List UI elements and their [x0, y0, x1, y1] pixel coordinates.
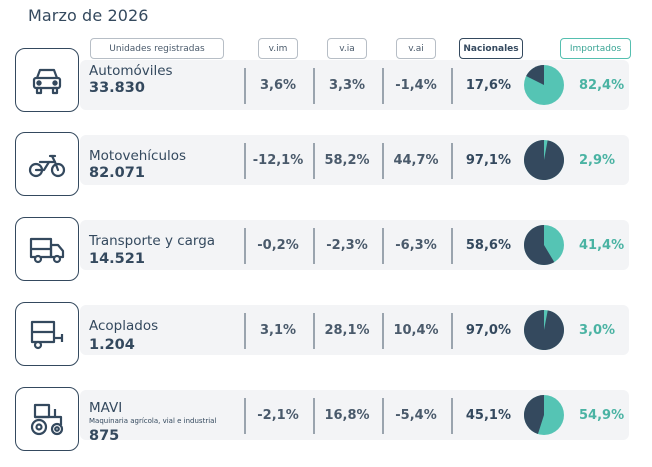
- value-importado: 2,9%: [579, 153, 616, 168]
- value-via: 3,3%: [328, 78, 366, 93]
- trailer-icon-box: [15, 302, 79, 366]
- column-separator: [313, 68, 315, 104]
- value-importado: 54,9%: [579, 408, 625, 423]
- value-importado: 41,4%: [579, 238, 625, 253]
- value-nacional: 97,0%: [465, 323, 511, 338]
- value-via: 28,1%: [324, 323, 370, 338]
- value-vai: -5,4%: [395, 408, 437, 423]
- units-value: 82.071: [89, 165, 145, 181]
- value-nacional: 17,6%: [465, 78, 511, 93]
- value-vai: 10,4%: [393, 323, 439, 338]
- value-vim: -12,1%: [252, 153, 304, 168]
- column-separator: [244, 228, 246, 264]
- pie-slice-nacional: [524, 225, 555, 265]
- car-icon: [32, 68, 62, 95]
- truck-icon-box: [15, 217, 79, 281]
- value-vai: 44,7%: [393, 153, 439, 168]
- value-nacional: 97,1%: [465, 153, 511, 168]
- pie-slice-nacional: [526, 65, 544, 85]
- value-importado: 82,4%: [579, 78, 625, 93]
- category-subtitle: Maquinaria agrícola, vial e industrial: [89, 417, 217, 425]
- pie-slice-nacional: [524, 310, 564, 350]
- column-separator: [382, 313, 384, 349]
- column-separator: [382, 143, 384, 179]
- column-separator: [382, 228, 384, 264]
- column-separator: [382, 398, 384, 434]
- units-value: 875: [89, 428, 120, 444]
- tractor-icon: [30, 403, 64, 436]
- value-via: 16,8%: [324, 408, 370, 423]
- header-nacionales: Nacionales: [459, 38, 523, 59]
- column-separator: [451, 228, 453, 264]
- value-vim: -2,1%: [257, 408, 299, 423]
- header-vim: v.im: [258, 38, 298, 59]
- value-via: 58,2%: [324, 153, 370, 168]
- header-units: Unidades registradas: [90, 38, 224, 59]
- column-separator: [313, 313, 315, 349]
- category-label: Transporte y carga: [89, 233, 216, 249]
- column-separator: [313, 398, 315, 434]
- page-title: Marzo de 2026: [28, 6, 149, 25]
- category-label: MAVI: [89, 400, 123, 416]
- share-pie-chart: [524, 140, 564, 180]
- units-value: 1.204: [89, 337, 135, 353]
- share-pie-chart: [524, 65, 564, 105]
- category-label: Motovehículos: [89, 148, 187, 164]
- column-separator: [451, 143, 453, 179]
- value-vim: 3,1%: [259, 323, 297, 338]
- share-pie-chart: [524, 225, 564, 265]
- header-via: v.ia: [327, 38, 367, 59]
- pie-slice-nacional: [524, 140, 564, 180]
- share-pie-chart: [524, 310, 564, 350]
- tractor-icon-box: [15, 387, 79, 451]
- value-nacional: 45,1%: [465, 408, 511, 423]
- share-pie-chart: [524, 395, 564, 435]
- motorcycle-icon-box: [15, 132, 79, 196]
- units-value: 14.521: [89, 251, 145, 267]
- column-separator: [244, 313, 246, 349]
- column-separator: [382, 68, 384, 104]
- column-separator: [451, 398, 453, 434]
- motorcycle-icon: [28, 154, 66, 178]
- value-vai: -6,3%: [395, 238, 437, 253]
- column-separator: [244, 68, 246, 104]
- column-separator: [313, 228, 315, 264]
- value-via: -2,3%: [326, 238, 368, 253]
- category-label: Acoplados: [89, 318, 159, 334]
- column-separator: [244, 398, 246, 434]
- column-separator: [313, 143, 315, 179]
- car-icon-box: [15, 48, 79, 112]
- value-vim: -0,2%: [257, 238, 299, 253]
- header-importados: Importados: [560, 38, 631, 59]
- header-vai: v.ai: [396, 38, 436, 59]
- pie-slice-nacional: [524, 395, 544, 435]
- value-vai: -1,4%: [395, 78, 437, 93]
- column-separator: [244, 143, 246, 179]
- column-separator: [451, 68, 453, 104]
- category-label: Automóviles: [89, 63, 173, 79]
- units-value: 33.830: [89, 80, 145, 96]
- value-nacional: 58,6%: [465, 238, 511, 253]
- trailer-icon: [30, 320, 64, 350]
- truck-icon: [29, 237, 65, 264]
- column-separator: [451, 313, 453, 349]
- value-importado: 3,0%: [579, 323, 616, 338]
- value-vim: 3,6%: [259, 78, 297, 93]
